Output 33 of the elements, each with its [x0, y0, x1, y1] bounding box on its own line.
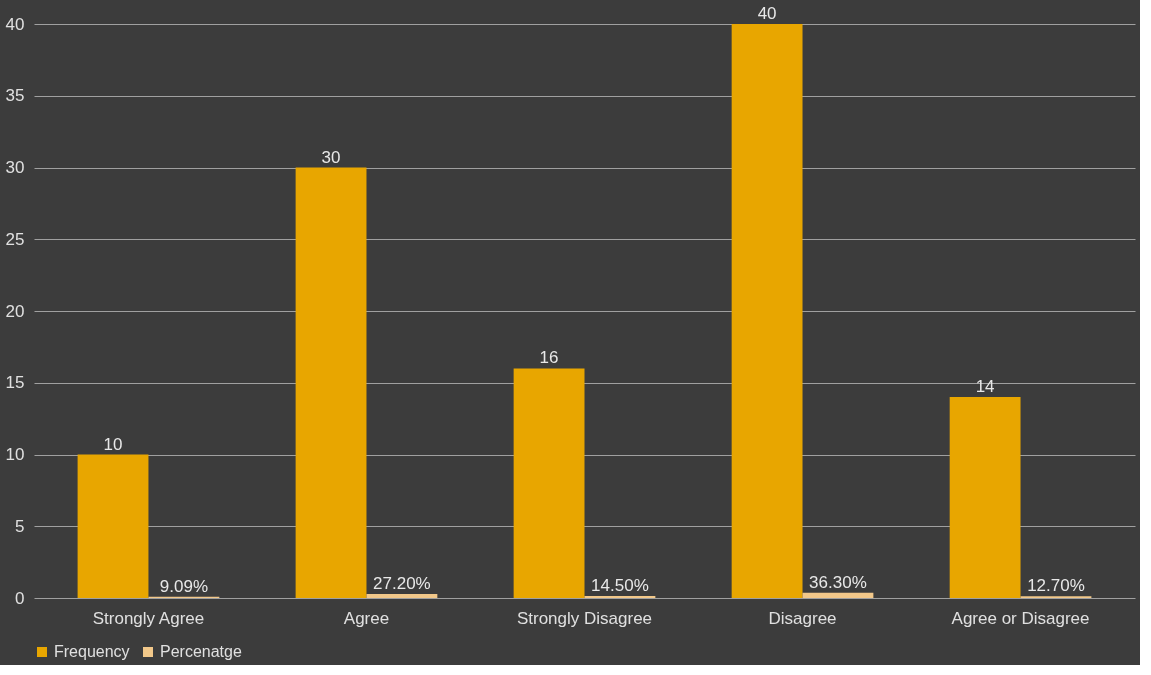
x-tick-label: Disagree	[768, 608, 837, 628]
data-label: 40	[757, 4, 777, 23]
x-tick-label: Agree	[343, 608, 390, 628]
data-label: 36.30%	[809, 572, 867, 592]
y-tick-label: 20	[5, 301, 25, 321]
y-tick-label: 25	[5, 229, 25, 249]
data-label: 27.20%	[373, 574, 431, 594]
bar	[731, 24, 803, 598]
x-tick-label: Strongly Agree	[92, 608, 205, 628]
data-label: 14.50%	[591, 575, 649, 595]
y-tick-label: 0	[15, 588, 25, 608]
data-label: 12.70%	[1027, 576, 1085, 596]
data-label: 10	[103, 434, 123, 454]
data-label: 30	[321, 147, 341, 167]
bar	[295, 167, 367, 598]
y-tick-label: 15	[5, 373, 25, 393]
data-label: 16	[539, 348, 559, 368]
x-tick-label: Strongly Disagree	[516, 608, 653, 628]
bar	[584, 595, 656, 598]
y-tick-label: 35	[5, 86, 25, 106]
legend-label: Frequency	[54, 643, 130, 660]
y-tick-label: 30	[5, 158, 25, 177]
bar	[77, 454, 149, 598]
bar	[366, 594, 438, 598]
x-tick-label: Agree or Disagree	[951, 608, 1090, 628]
data-label: 9.09%	[159, 576, 208, 596]
y-tick-label: 40	[5, 14, 25, 34]
bar	[513, 368, 585, 598]
y-tick-label: 5	[15, 516, 25, 536]
legend-label: Percenatge	[160, 643, 242, 660]
bar	[949, 397, 1021, 598]
bar	[802, 592, 874, 598]
y-tick-label: 10	[5, 445, 25, 464]
